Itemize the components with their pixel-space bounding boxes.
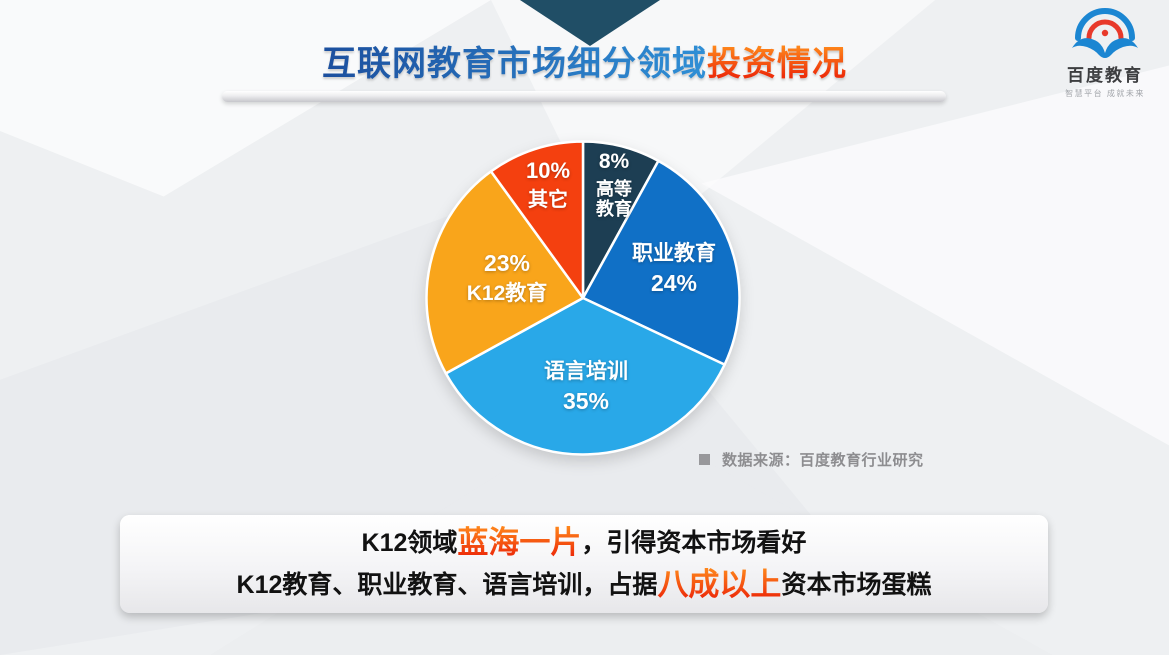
pie-label-vocational-education: 职业教育 24%: [621, 242, 727, 296]
title-divider-bar: [222, 91, 946, 102]
callout-line1-highlight: 蓝海一片: [457, 524, 582, 560]
callout-line2-prefix: K12教育、职业教育、语言培训: [236, 570, 583, 599]
page-title-red-part: 投资情况: [707, 45, 847, 83]
page-title-blue-part: 互联网教育市场细分领域: [322, 45, 707, 83]
callout-line1-prefix: K12领域: [361, 528, 458, 557]
callout-line1-suffix: ，引得资本市场看好: [581, 528, 807, 557]
callout-line2-highlight: 八成以上: [657, 566, 782, 602]
baidu-education-logo: 百度教育 智慧平台 成就未来: [1049, 6, 1161, 99]
pie-slice-language-training: [444, 296, 726, 456]
chevron-down-decoration: [520, 0, 660, 46]
pie-label-higher-education: 8% 高等 教育: [579, 150, 649, 219]
pie-slice-k12-education: [425, 170, 585, 375]
pie-name-vocational-education: 职业教育: [632, 242, 716, 265]
callout-line-2: K12教育、职业教育、语言培训，占据八成以上资本市场蛋糕: [237, 566, 932, 605]
pie-label-k12-education: 23% K12教育: [451, 250, 563, 305]
pie-label-language-training: 语言培训 35%: [533, 360, 639, 414]
logo-tagline: 智慧平台 成就未来: [1065, 89, 1145, 98]
pie-value-k12-education: 23%: [483, 250, 531, 276]
pie-name-k12-education: K12教育: [466, 281, 548, 305]
data-source-text: 数据来源：百度教育行业研究: [722, 452, 924, 469]
callout-line2-suffix: 资本市场蛋糕: [781, 570, 932, 599]
pie-slice-other: [489, 140, 585, 300]
pie-value-other: 10%: [525, 158, 571, 183]
summary-callout: K12领域蓝海一片，引得资本市场看好 K12教育、职业教育、语言培训，占据八成以…: [120, 515, 1048, 613]
pie-value-language-training: 35%: [562, 387, 610, 414]
logo-name: 百度教育: [1067, 66, 1143, 85]
data-source: 数据来源：百度教育行业研究: [699, 449, 924, 470]
pie-value-higher-education: 8%: [598, 150, 630, 173]
callout-line-1: K12领域蓝海一片，引得资本市场看好: [362, 524, 807, 563]
pie-name-language-training: 语言培训: [544, 360, 628, 383]
pie-slice-vocational-education: [581, 159, 741, 366]
pie-label-other: 10% 其它: [517, 158, 579, 211]
pie-name-higher-education: 高等 教育: [596, 178, 632, 219]
pie-chart: 8% 高等 教育 10% 其它 23% K12教育 职业教育 24% 语言培训 …: [423, 138, 743, 458]
pie-value-vocational-education: 24%: [650, 269, 698, 296]
callout-line2-mid: ，占据: [582, 570, 658, 599]
square-bullet-icon: [699, 454, 710, 465]
baidu-education-logo-icon: [1072, 8, 1138, 58]
page-title: 互联网教育市场细分领域投资情况: [0, 44, 1169, 85]
pie-name-other: 其它: [528, 188, 568, 211]
pie-chart-svg: [425, 140, 741, 456]
